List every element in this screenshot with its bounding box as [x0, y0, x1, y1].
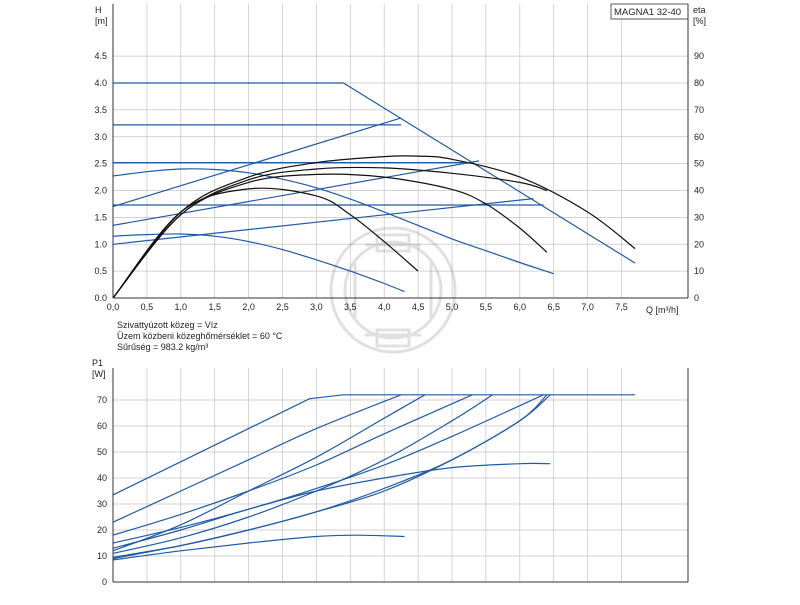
top-y-tick: 0.0: [94, 293, 107, 303]
top-y-tick: 1.0: [94, 239, 107, 249]
top-x-tick: 2,5: [276, 302, 289, 312]
bot-series-p1-curve-2: [112, 394, 402, 523]
top-y-tick: 4.5: [94, 51, 107, 61]
top-x-tick: 6,5: [547, 302, 560, 312]
top-y-tick: 2.5: [94, 159, 107, 169]
model-label: MAGNA1 32-40: [614, 7, 681, 18]
top-x-label: Q [m³/h]: [646, 305, 679, 315]
top-y2-tick: 80: [694, 78, 704, 88]
top-x-tick: 0,5: [141, 302, 154, 312]
bot-y-tick: 20: [97, 525, 107, 535]
bot-y-tick: 10: [97, 551, 107, 561]
top-series-proportional-pressure-2: [112, 160, 480, 226]
top-y2-tick: 70: [694, 105, 704, 115]
bot-series-p1-constant-1: [112, 462, 551, 549]
note-density: Sűrűség = 983.2 kg/m³: [117, 342, 208, 352]
top-y-unit: [m]: [95, 16, 108, 26]
bot-y-tick: 70: [97, 395, 107, 405]
bot-series-p1-constant-2: [112, 534, 405, 561]
top-x-tick: 3,0: [310, 302, 323, 312]
top-x-tick: 5,5: [480, 302, 493, 312]
top-y-tick: 0.5: [94, 266, 107, 276]
top-y-tick: 1.5: [94, 212, 107, 222]
bot-series-p1-curve-5: [112, 394, 551, 558]
note-medium: Szivattyúzott közeg = Víz: [117, 320, 218, 330]
bot-y-tick: 60: [97, 421, 107, 431]
top-x-tick: 1,0: [175, 302, 188, 312]
top-y2-tick: 50: [694, 159, 704, 169]
top-x-tick: 4,0: [378, 302, 391, 312]
top-series-constant-curve-4-0-m: [113, 82, 636, 264]
bot-series-p1-curve-8: [112, 394, 548, 560]
top-series-constant-pressure-curve-2: [112, 233, 405, 293]
top-y-label: H: [95, 5, 102, 15]
top-x-tick: 5,0: [446, 302, 459, 312]
top-y2-label: eta: [693, 5, 706, 15]
watermark-logo: [329, 226, 457, 354]
top-y2-tick: 20: [694, 239, 704, 249]
top-y-tick: 3.0: [94, 132, 107, 142]
top-x-tick: 6,0: [514, 302, 527, 312]
top-series-eta-curve-4: [112, 155, 636, 299]
bot-series-p1-curve-3: [112, 394, 473, 536]
bot-y-label: P1: [92, 358, 103, 368]
top-x-tick: 2,0: [242, 302, 255, 312]
top-y2-tick: 90: [694, 51, 704, 61]
note-temperature: Üzem közbeni közeghőmérséklet = 60 °C: [117, 331, 283, 341]
top-x-tick: 1,5: [208, 302, 221, 312]
top-y2-tick: 60: [694, 132, 704, 142]
top-y-tick: 3.5: [94, 105, 107, 115]
bot-series-p1-curve-6: [112, 394, 426, 552]
bot-y-tick: 50: [97, 447, 107, 457]
top-y-tick: 2.0: [94, 186, 107, 196]
top-x-tick: 0,0: [107, 302, 120, 312]
top-y2-tick: 10: [694, 266, 704, 276]
bot-y-tick: 30: [97, 499, 107, 509]
top-y2-tick: 30: [694, 212, 704, 222]
top-y2-tick: 40: [694, 186, 704, 196]
top-series-constant-pressure-curve-1: [112, 168, 554, 275]
top-y2-tick: 0: [694, 293, 699, 303]
top-y2-unit: [%]: [693, 16, 706, 26]
bot-y-tick: 40: [97, 473, 107, 483]
top-series-proportional-pressure-3: [112, 198, 534, 245]
bot-series-p1-curve-4: [112, 394, 544, 544]
bot-series-p1-max: [112, 394, 636, 496]
top-x-tick: 4,5: [412, 302, 425, 312]
top-x-tick: 3,5: [344, 302, 357, 312]
top-x-tick: 7,5: [615, 302, 628, 312]
bot-y-tick: 0: [102, 577, 107, 587]
top-y-tick: 4.0: [94, 78, 107, 88]
bot-y-unit: [W]: [92, 369, 106, 379]
top-x-tick: 7,0: [581, 302, 594, 312]
top-series-proportional-pressure-1: [112, 117, 402, 208]
top-series-eta-curve-3: [112, 166, 548, 299]
